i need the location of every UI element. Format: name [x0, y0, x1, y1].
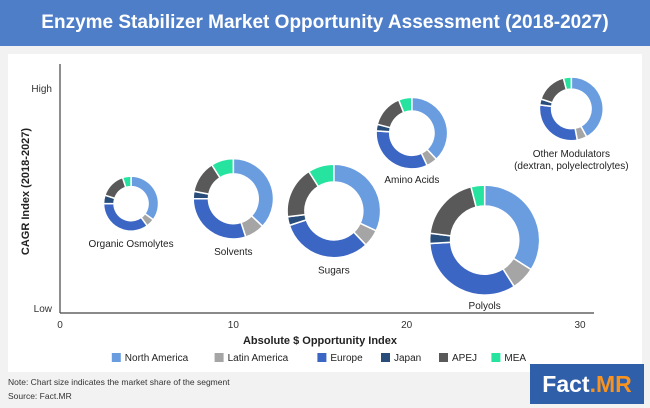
x-tick-label: 20: [401, 320, 413, 331]
segment-label: Sugars: [318, 266, 350, 277]
legend-swatch: [439, 353, 448, 362]
bubble-chart: High Low 0 10 20 30 Absolute $ Opportunity Ind…: [8, 54, 642, 372]
donut-slice: [397, 96, 413, 114]
y-axis-title: CAGR Index (2018-2027): [20, 128, 32, 255]
donut-slice: [210, 157, 235, 179]
y-tick-label: Low: [34, 304, 53, 315]
legend-label: APEJ: [452, 353, 477, 364]
segment-label: Organic Osmolytes: [89, 239, 174, 250]
y-tick-label: High: [31, 84, 52, 95]
legend-swatch: [381, 353, 390, 362]
x-tick-label: 10: [228, 320, 240, 331]
donut-slice: [121, 175, 132, 189]
legend-label: North America: [125, 353, 189, 364]
factmr-logo: Fact .MR: [530, 364, 644, 404]
chart-title: Enzyme Stabilizer Market Opportunity Ass…: [0, 0, 650, 46]
segment-label: Polyols: [469, 301, 501, 312]
donut-slice: [307, 163, 335, 188]
footnote: Note: Chart size indicates the market sh…: [8, 377, 230, 387]
x-tick-label: 0: [57, 320, 63, 331]
segment-label: Amino Acids: [384, 175, 439, 186]
segment-label: Solvents: [214, 247, 252, 258]
legend-label: MEA: [504, 353, 526, 364]
legend-label: Europe: [330, 353, 363, 364]
legend-swatch: [111, 353, 121, 362]
legend-label: Japan: [394, 353, 421, 364]
legend-swatch: [491, 353, 501, 362]
source: Source: Fact.MR: [8, 391, 72, 401]
donut-slice: [562, 76, 573, 91]
donut-slice: [470, 184, 486, 208]
legend-swatch: [214, 353, 224, 362]
x-axis-title: Absolute $ Opportunity Index: [243, 335, 398, 347]
donut-slice: [483, 184, 541, 271]
legend-label: Latin America: [228, 353, 289, 364]
segment-label: Other Modulators: [533, 149, 610, 160]
legend-swatch: [317, 353, 327, 362]
segment-label: (dextran, polyelectrolytes): [514, 161, 629, 172]
x-tick-label: 30: [574, 320, 586, 331]
